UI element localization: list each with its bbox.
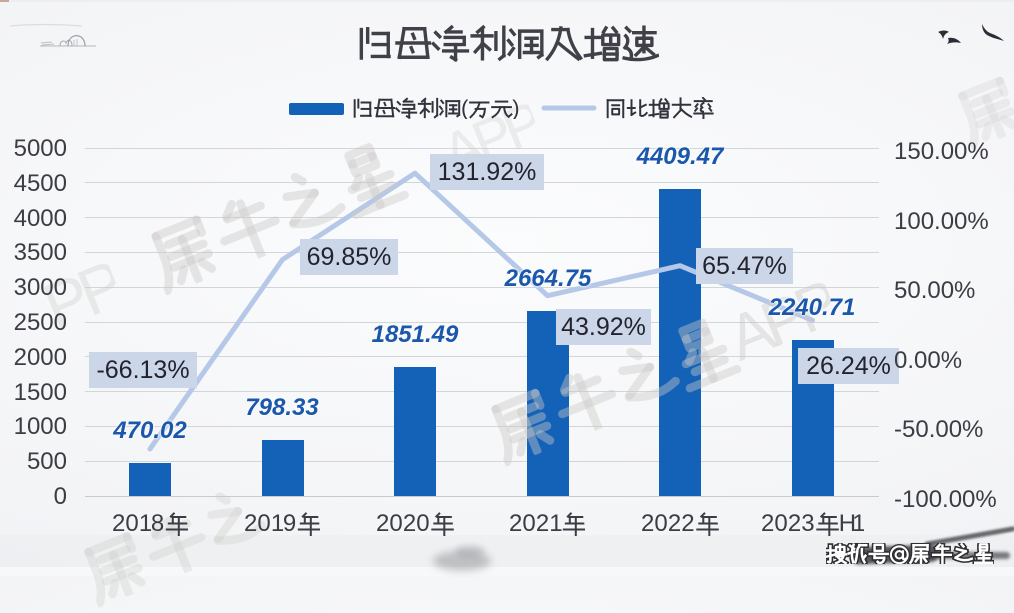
svg-text:2: 2 bbox=[761, 512, 774, 536]
svg-text:2: 2 bbox=[376, 512, 389, 536]
svg-text:2: 2 bbox=[509, 512, 522, 536]
svg-text:1: 1 bbox=[139, 512, 152, 536]
svg-text:2: 2 bbox=[788, 512, 801, 536]
svg-text:2: 2 bbox=[112, 512, 125, 536]
svg-text:0: 0 bbox=[389, 512, 402, 536]
svg-text:2: 2 bbox=[244, 512, 257, 536]
svg-text:2: 2 bbox=[641, 512, 654, 536]
svg-text:2: 2 bbox=[668, 512, 681, 536]
svg-text:3: 3 bbox=[801, 512, 814, 536]
svg-text:H: H bbox=[839, 512, 856, 536]
svg-text:0: 0 bbox=[416, 512, 429, 536]
svg-text:0: 0 bbox=[125, 512, 138, 536]
svg-text:2: 2 bbox=[681, 512, 694, 536]
svg-text:): ) bbox=[512, 97, 519, 119]
svg-text:0: 0 bbox=[257, 512, 270, 536]
svg-text:9: 9 bbox=[283, 512, 296, 536]
svg-text:8: 8 bbox=[151, 512, 164, 536]
svg-text:1: 1 bbox=[271, 512, 284, 536]
svg-text:(: ( bbox=[461, 97, 469, 119]
svg-text:0: 0 bbox=[522, 512, 535, 536]
svg-text:1: 1 bbox=[549, 512, 562, 536]
svg-text:0: 0 bbox=[654, 512, 667, 536]
svg-text:1: 1 bbox=[852, 512, 864, 536]
svg-text:0: 0 bbox=[774, 512, 787, 536]
svg-text:2: 2 bbox=[403, 512, 416, 536]
svg-text:2: 2 bbox=[536, 512, 549, 536]
